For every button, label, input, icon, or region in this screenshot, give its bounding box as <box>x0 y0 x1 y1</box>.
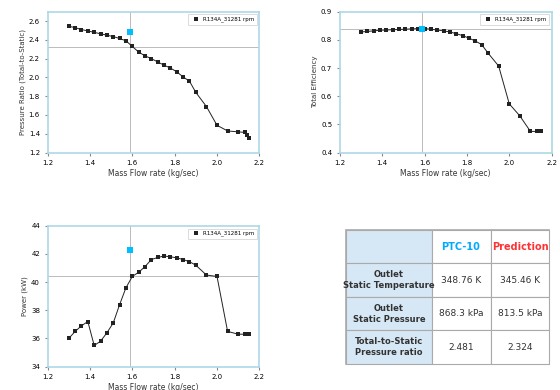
Bar <box>491 230 549 263</box>
Text: Outlet
Static Pressure: Outlet Static Pressure <box>353 303 425 324</box>
Text: Total-to-Static
Pressure ratio: Total-to-Static Pressure ratio <box>354 337 423 357</box>
Bar <box>432 263 491 297</box>
Bar <box>346 263 432 297</box>
X-axis label: Mass Flow rate (kg/sec): Mass Flow rate (kg/sec) <box>108 169 199 178</box>
Bar <box>491 297 549 330</box>
Y-axis label: Pressure Ratio (Total-to-Static): Pressure Ratio (Total-to-Static) <box>20 29 26 135</box>
Y-axis label: Power (kW): Power (kW) <box>22 276 28 316</box>
X-axis label: Mass Flow rate (kg/sec): Mass Flow rate (kg/sec) <box>108 383 199 390</box>
X-axis label: Mass Flow rate (kg/sec): Mass Flow rate (kg/sec) <box>400 169 491 178</box>
Text: 2.481: 2.481 <box>448 342 474 351</box>
Text: 868.3 kPa: 868.3 kPa <box>439 309 483 318</box>
Bar <box>346 230 432 263</box>
Text: 2.324: 2.324 <box>507 342 533 351</box>
Legend: R134A_31281 rpm: R134A_31281 rpm <box>188 229 256 239</box>
Bar <box>491 330 549 364</box>
Text: 813.5 kPa: 813.5 kPa <box>498 309 542 318</box>
Text: Prediction: Prediction <box>492 242 548 252</box>
Legend: R134A_31281 rpm: R134A_31281 rpm <box>188 14 256 25</box>
Legend: R134A_31281 rpm: R134A_31281 rpm <box>480 14 549 25</box>
Text: Outlet
Static Temperature: Outlet Static Temperature <box>343 270 435 290</box>
Bar <box>346 297 432 330</box>
Text: 345.46 K: 345.46 K <box>500 276 540 285</box>
Text: 348.76 K: 348.76 K <box>441 276 481 285</box>
Bar <box>432 297 491 330</box>
Text: PTC-10: PTC-10 <box>442 242 480 252</box>
Y-axis label: Total Efficiency: Total Efficiency <box>312 56 318 108</box>
Bar <box>346 330 432 364</box>
Bar <box>491 263 549 297</box>
Bar <box>432 230 491 263</box>
Bar <box>432 330 491 364</box>
